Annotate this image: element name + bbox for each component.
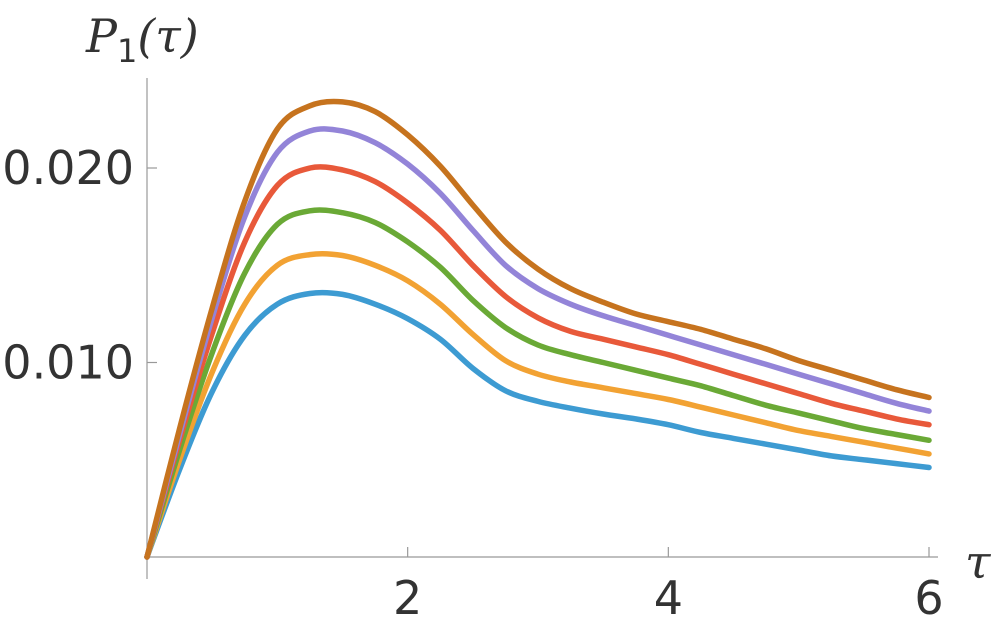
y-axis-label: P1(τ) — [85, 9, 199, 70]
series-line-4 — [144, 164, 932, 560]
y-axis-label-main: P — [85, 9, 118, 63]
series-line-5 — [144, 126, 932, 560]
y-ticks: 0.010 0.020 — [2, 141, 157, 390]
series-line-2 — [144, 250, 932, 560]
series-group — [144, 98, 932, 560]
x-tick-label: 4 — [654, 571, 683, 625]
x-axis-label: τ — [965, 535, 992, 589]
y-axis-label-subscript: 1 — [117, 32, 137, 70]
series-line-3 — [144, 207, 932, 560]
series-line-1 — [144, 289, 932, 560]
y-tick-label: 0.020 — [2, 141, 134, 195]
axes — [146, 78, 938, 579]
x-tick-label: 2 — [393, 571, 422, 625]
series-line-6 — [144, 98, 932, 560]
x-tick-label: 6 — [914, 571, 943, 625]
y-axis-label-suffix: (τ) — [137, 9, 198, 63]
x-ticks: 2 4 6 — [393, 547, 944, 625]
y-tick-label: 0.010 — [2, 336, 134, 390]
